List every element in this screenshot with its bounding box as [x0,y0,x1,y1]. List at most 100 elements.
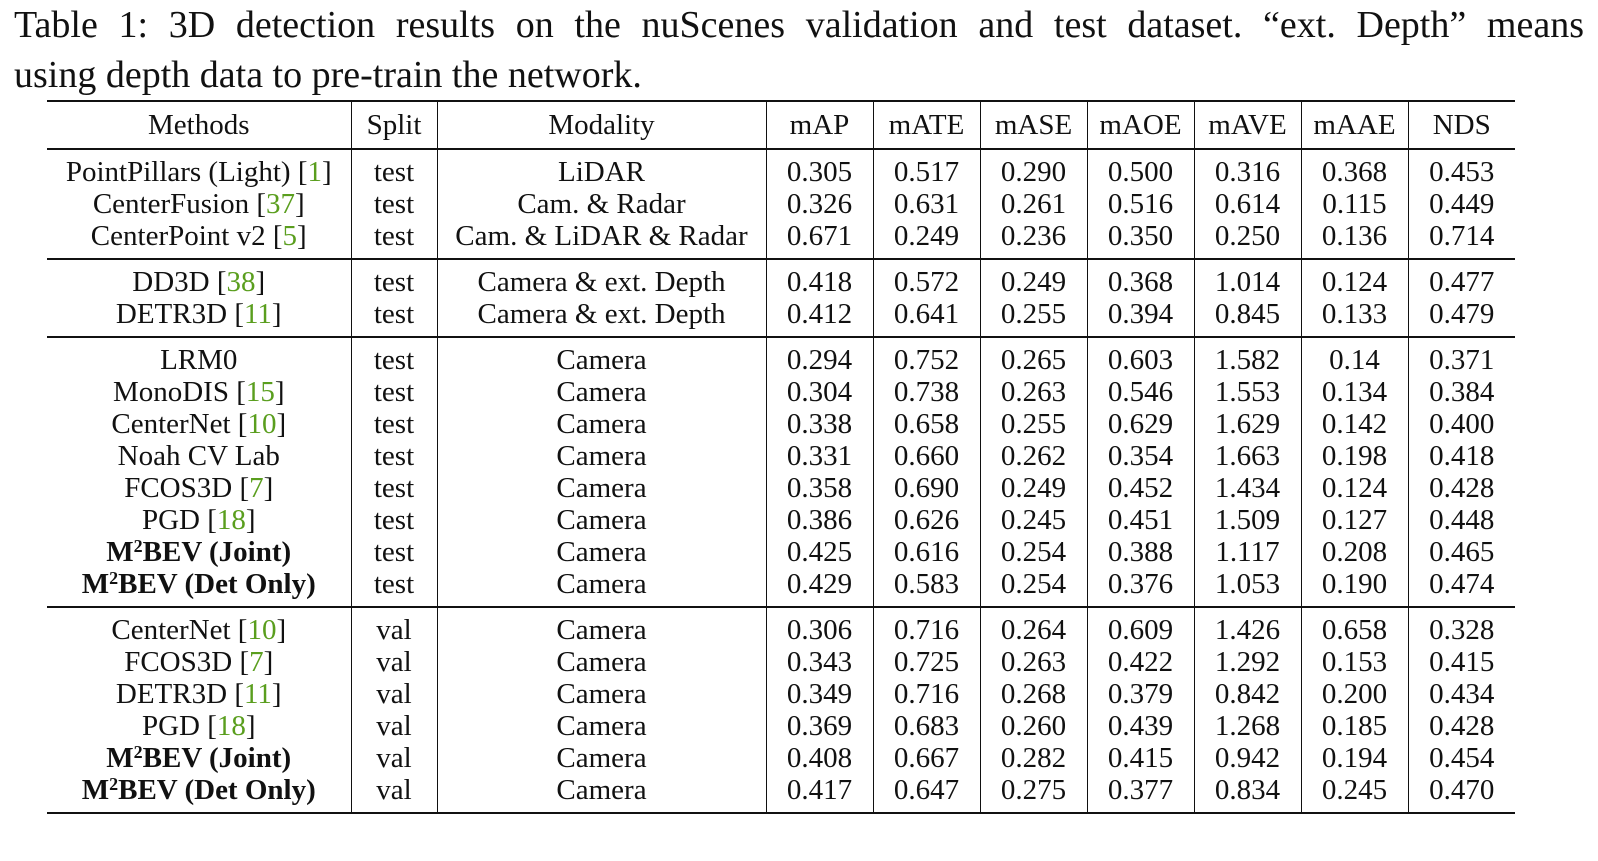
method-superscript: 2 [133,742,143,762]
map-cell: 0.418 [766,259,874,298]
citation-close-bracket: ] [271,678,282,710]
table-row: CenterNet [10] val Camera 0.306 0.716 0.264 0.… [47,607,1515,646]
header-row: Methods Split Modality mAP mATE mASE mAO… [47,100,1515,150]
method-name: PGD [141,710,200,742]
citation-close-bracket: ] [245,504,256,536]
citation-link[interactable]: 5 [282,220,298,252]
mave-cell: 0.845 [1194,298,1302,337]
mave-cell: 0.842 [1194,678,1302,710]
modality-cell: Cam. & LiDAR & Radar [437,220,767,259]
nds-cell: 0.453 [1429,156,1495,188]
mate-cell: 0.660 [873,440,981,472]
mave-cell: 0.316 [1194,149,1302,188]
citation-link[interactable]: 37 [266,188,296,220]
header-nds: NDS [1408,100,1515,150]
nds-cell: 0.384 [1429,376,1495,408]
results-table: Methods Split Modality mAP mATE mASE mAO… [47,100,1515,814]
maoe-cell: 0.388 [1087,536,1195,568]
maae-cell: 0.153 [1301,646,1409,678]
citation-close-bracket: ] [276,408,287,440]
mase-cell: 0.249 [980,259,1088,298]
table-group: CenterNet [10] val Camera 0.306 0.716 0.264 0.… [47,607,1515,813]
citation-close-bracket: ] [276,614,287,646]
header-split: Split [351,100,438,150]
mase-cell: 0.245 [980,504,1088,536]
mave-cell: 1.292 [1194,646,1302,678]
method-name: CenterNet [111,614,231,646]
split-cell: test [351,376,438,408]
maae-cell: 0.245 [1301,774,1409,813]
citation-open-bracket: [ [232,472,250,504]
header-mate: mATE [873,100,981,150]
citation-link[interactable]: 10 [247,614,277,646]
table-row: PGD [18] val Camera 0.369 0.683 0.260 0.439 1.2… [47,710,1515,742]
mase-cell: 0.263 [980,376,1088,408]
nds-cell: 0.434 [1429,678,1495,710]
modality-cell: Camera [437,710,767,742]
modality-cell: LiDAR [437,149,767,188]
citation-close-bracket: ] [297,220,307,252]
caption-line-1: Table 1: 3D detection results on the nuS… [14,4,1584,46]
maae-cell: 0.136 [1301,220,1409,259]
split-cell: val [351,742,438,774]
mave-cell: 1.053 [1194,568,1302,607]
method-cell: CenterNet [10] [47,408,352,440]
citation-link[interactable]: 10 [247,408,277,440]
citation-link[interactable]: 1 [307,156,323,188]
map-cell: 0.358 [766,472,874,504]
citation-link[interactable]: 15 [245,376,275,408]
citation-link[interactable]: 38 [226,266,256,298]
maae-cell: 0.658 [1301,607,1409,646]
nds-cell: 0.418 [1429,440,1495,472]
citation-link[interactable]: 18 [216,710,246,742]
citation-link[interactable]: 11 [243,298,272,330]
mate-cell: 0.631 [873,188,981,220]
method-name: DETR3D [115,678,228,710]
split-cell: val [351,774,438,813]
mate-cell: 0.641 [873,298,981,337]
modality-cell: Camera [437,408,767,440]
nds-cell: 0.400 [1429,408,1495,440]
maoe-cell: 0.377 [1087,774,1195,813]
mate-cell: 0.572 [873,259,981,298]
maoe-cell: 0.379 [1087,678,1195,710]
table-row: FCOS3D [7] test Camera 0.358 0.690 0.249 0.452… [47,472,1515,504]
maae-cell: 0.198 [1301,440,1409,472]
citation-link[interactable]: 11 [243,678,272,710]
table-row: LRM0 test Camera 0.294 0.752 0.265 0.603 1.582 0… [47,337,1515,376]
maoe-cell: 0.603 [1087,337,1195,376]
header-maoe: mAOE [1087,100,1195,150]
mase-cell: 0.236 [980,220,1088,259]
maae-cell: 0.208 [1301,536,1409,568]
split-cell: test [351,220,438,259]
nds-cell: 0.470 [1429,774,1495,806]
citation-link[interactable]: 7 [249,646,264,678]
citation-link[interactable]: 7 [249,472,264,504]
method-cell: DETR3D [11] [47,678,352,710]
maae-cell: 0.190 [1301,568,1409,607]
method-prefix: M [81,774,110,806]
method-name-ours: M2BEV (Det Only) [82,774,316,806]
mate-cell: 0.738 [873,376,981,408]
table-row: M2BEV (Joint) val Camera 0.408 0.667 0.282 0.4… [47,742,1515,774]
mase-cell: 0.261 [980,188,1088,220]
header-modality: Modality [437,100,767,150]
method-cell: CenterNet [10] [47,607,352,646]
method-cell: CenterFusion [37] [47,188,352,220]
table-row: PGD [18] test Camera 0.386 0.626 0.245 0.451 1.… [47,504,1515,536]
method-name: PointPillars (Light) [65,156,291,188]
method-name-ours: M2BEV (Det Only) [82,568,316,600]
table-row: DETR3D [11] test Camera & ext. Depth 0.412 0… [47,298,1515,337]
method-cell: LRM0 [47,337,352,376]
map-cell: 0.326 [766,188,874,220]
method-name: CenterFusion [92,188,250,220]
citation-link[interactable]: 18 [216,504,246,536]
split-cell: test [351,536,438,568]
table-caption: Table 1: 3D detection results on the nuS… [14,0,1584,100]
split-cell: test [351,472,438,504]
modality-cell: Camera [437,742,767,774]
mate-cell: 0.647 [873,774,981,813]
map-cell: 0.425 [766,536,874,568]
method-superscript: 2 [109,568,119,588]
nds-cell: 0.415 [1429,646,1495,678]
